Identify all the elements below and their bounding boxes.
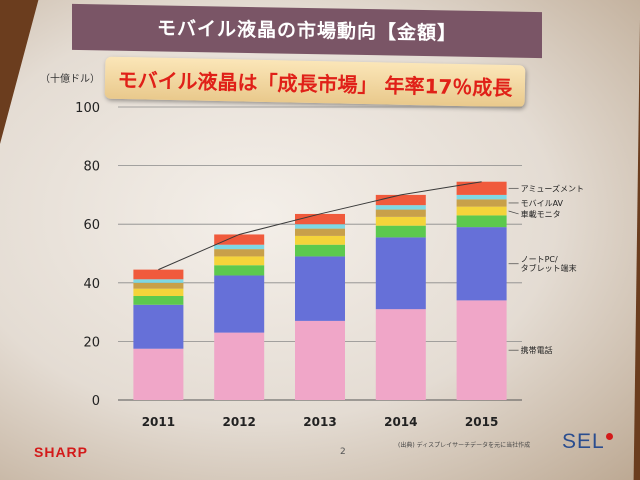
bar-segment bbox=[214, 265, 265, 276]
sel-logo: SEL bbox=[562, 430, 613, 454]
y-axis-unit-label: （十億ドル） bbox=[40, 74, 100, 85]
x-category-label: 2015 bbox=[465, 415, 498, 429]
bar-segment bbox=[133, 279, 184, 283]
bar-segment bbox=[456, 206, 507, 216]
bar-segment bbox=[214, 332, 265, 400]
bar-segment bbox=[375, 216, 426, 226]
bar-segment bbox=[133, 269, 184, 280]
bar-segment bbox=[295, 235, 345, 245]
bar-segment bbox=[375, 209, 426, 217]
page-number: 2 bbox=[340, 447, 346, 457]
bar-segment bbox=[295, 320, 345, 400]
y-tick-label: 100 bbox=[75, 101, 100, 116]
sel-logo-text: SEL bbox=[562, 430, 605, 453]
bar-segment bbox=[456, 300, 507, 400]
y-tick-label: 0 bbox=[92, 394, 100, 409]
trend-line bbox=[158, 181, 482, 271]
bar-segment bbox=[375, 225, 426, 238]
x-category-label: 2011 bbox=[142, 415, 175, 429]
y-tick-label: 60 bbox=[83, 218, 100, 233]
sel-logo-dot bbox=[605, 433, 613, 440]
bar-segment bbox=[375, 194, 426, 206]
bar-segment bbox=[295, 228, 345, 236]
bar-segment bbox=[456, 215, 507, 228]
bar-segment bbox=[214, 275, 265, 333]
bar-segment bbox=[133, 282, 184, 289]
bar-segment bbox=[295, 244, 345, 257]
bar-segment bbox=[133, 348, 184, 400]
legend-label: モバイルAV bbox=[521, 199, 564, 208]
legend-label: アミューズメント bbox=[521, 183, 584, 193]
x-category-label: 2014 bbox=[384, 415, 417, 429]
bar-segment bbox=[133, 295, 184, 305]
bar-segment bbox=[133, 304, 184, 349]
bar-segment bbox=[214, 249, 265, 257]
y-tick-label: 80 bbox=[83, 160, 100, 175]
bar-segment bbox=[214, 244, 265, 250]
bar-segment bbox=[375, 237, 426, 310]
legend-label: 携帯電話 bbox=[521, 345, 553, 355]
legend-label: 車載モニタ bbox=[521, 209, 561, 219]
y-tick-label: 20 bbox=[83, 335, 100, 350]
bar-segment bbox=[295, 256, 345, 321]
x-category-label: 2012 bbox=[222, 415, 255, 429]
bar-segment bbox=[456, 181, 507, 195]
bar-segment bbox=[375, 309, 426, 400]
bar-segment bbox=[133, 288, 184, 296]
x-category-label: 2013 bbox=[303, 415, 336, 429]
source-note: (出典) ディスプレイサーチデータを元に当社作成 bbox=[398, 442, 531, 449]
bar-segment bbox=[456, 227, 507, 301]
bar-segment bbox=[375, 205, 426, 210]
bar-segment bbox=[295, 224, 345, 229]
bar-segment bbox=[214, 234, 265, 245]
bar-segment bbox=[295, 213, 345, 225]
legend-leader bbox=[508, 210, 519, 215]
legend-label: ノートPC/タブレット端末 bbox=[521, 255, 577, 273]
y-tick-label: 40 bbox=[83, 277, 100, 292]
bar-segment bbox=[456, 194, 507, 200]
sharp-logo: SHARP bbox=[34, 444, 89, 460]
bar-segment bbox=[456, 199, 507, 207]
bar-segment bbox=[214, 256, 265, 266]
